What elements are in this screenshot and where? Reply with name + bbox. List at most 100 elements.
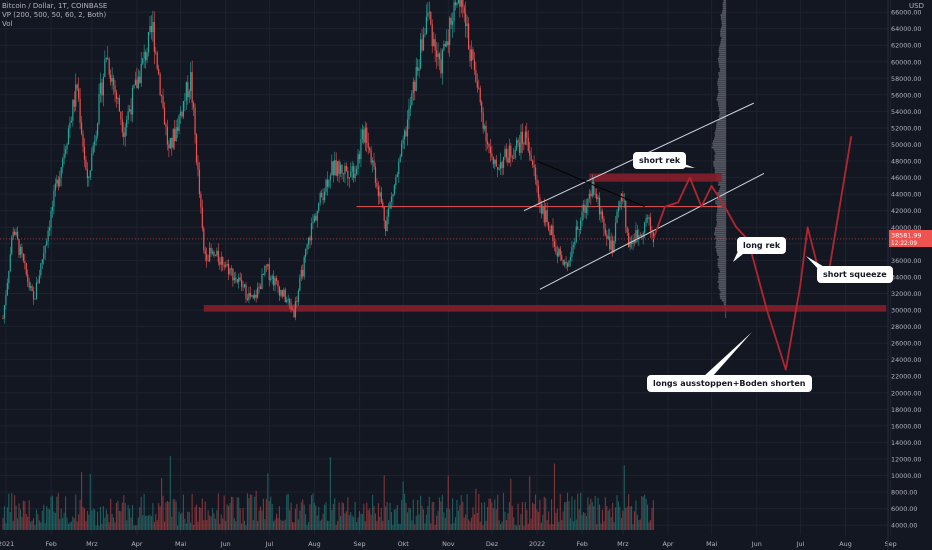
volume-profile-bar — [719, 53, 727, 56]
candle-body — [549, 230, 551, 236]
y-axis-tick-label: 10000.00 — [891, 472, 922, 480]
volume-profile-bar — [718, 278, 727, 281]
candle-body — [411, 93, 413, 106]
x-axis-tick-label: Mrz — [86, 540, 98, 548]
candle-body — [591, 181, 593, 197]
candle-body — [289, 299, 291, 303]
candle-body — [210, 247, 212, 254]
volume-profile-bar — [717, 210, 727, 213]
volume-bar — [337, 520, 339, 530]
volume-bar — [332, 503, 334, 530]
volume-bar — [69, 522, 71, 530]
annotation-longs-ausstoppen[interactable]: longs ausstoppen+Boden shorten — [647, 375, 812, 392]
candle-body — [465, 13, 467, 27]
candle-body — [246, 298, 249, 300]
candle-body — [369, 147, 371, 151]
volume-bar — [555, 512, 557, 530]
candle-body — [508, 145, 510, 163]
volume-bar — [466, 494, 468, 530]
volume-bar — [447, 475, 449, 530]
volume-profile-bar — [717, 119, 727, 122]
volume-bar — [546, 520, 548, 530]
candle-body — [408, 108, 410, 120]
volume-bar — [492, 508, 494, 530]
volume-indicator-label[interactable]: Vol — [2, 20, 13, 28]
volume-bar — [335, 524, 337, 530]
candle-body — [133, 85, 135, 88]
candle-body — [300, 269, 302, 278]
candle-body — [417, 66, 419, 71]
volume-bar — [8, 493, 10, 530]
candle-body — [482, 112, 484, 129]
current-price-badge — [889, 229, 932, 247]
volume-bar — [453, 523, 455, 530]
volume-profile-bar — [719, 111, 727, 114]
support-resistance-zone — [203, 305, 887, 312]
volume-bar — [76, 521, 78, 530]
candle-body — [14, 231, 16, 235]
volume-bar — [252, 520, 254, 530]
candle-body — [153, 22, 155, 52]
candle-body — [267, 264, 269, 267]
volume-profile-indicator-label[interactable]: VP (200, 500, 50, 60, 2, Both) — [2, 11, 107, 19]
volume-bar — [631, 506, 633, 530]
candle-body — [529, 150, 531, 156]
volume-bar — [271, 503, 273, 530]
volume-bar — [652, 500, 654, 530]
volume-bar — [191, 493, 193, 530]
candle-body — [91, 153, 93, 171]
volume-profile-bar — [719, 293, 727, 296]
volume-profile-bar — [714, 132, 727, 134]
candle-body — [30, 286, 32, 288]
volume-bar — [421, 505, 423, 530]
volume-bar — [130, 517, 132, 530]
volume-bar — [507, 513, 509, 530]
candle-body — [110, 74, 112, 82]
candle-body — [226, 263, 228, 266]
candle-body — [213, 251, 215, 256]
candle-body — [488, 144, 490, 147]
annotation-short-rek[interactable]: short rek — [633, 152, 687, 169]
candle-body — [262, 273, 265, 275]
volume-bar — [581, 514, 583, 530]
candle-body — [373, 160, 375, 168]
volume-bar — [172, 499, 174, 530]
candle-body — [193, 102, 195, 108]
candle-body — [48, 227, 51, 231]
candle-body — [121, 119, 123, 133]
volume-bar — [623, 465, 625, 530]
volume-bar — [651, 507, 653, 530]
candle-body — [568, 260, 570, 267]
candle-body — [419, 39, 422, 69]
candle-body — [264, 265, 266, 275]
y-axis-tick-label: 46000.00 — [891, 174, 922, 182]
annotation-short-squeeze[interactable]: short squeeze — [817, 266, 893, 283]
annotation-long-rek[interactable]: long rek — [737, 237, 787, 254]
candle-body — [392, 194, 394, 197]
symbol-title[interactable]: Bitcoin / Dollar, 1T, COINBASE — [2, 2, 108, 10]
volume-bar — [485, 520, 487, 530]
volume-bar — [553, 463, 555, 530]
volume-bar — [89, 473, 91, 530]
candle-body — [418, 68, 420, 71]
candle-body — [552, 225, 554, 242]
candle-body — [623, 201, 625, 202]
volume-bar — [476, 513, 478, 530]
volume-bar — [44, 523, 46, 530]
x-axis-tick-label: Jun — [751, 540, 762, 548]
candle-body — [530, 155, 532, 161]
candle-body — [486, 141, 489, 145]
candle-body — [159, 74, 161, 96]
current-price-value: 38581.99 — [891, 231, 922, 239]
candle-body — [273, 275, 275, 286]
candle-body — [633, 240, 636, 243]
candle-body — [312, 221, 314, 224]
volume-bar — [395, 509, 397, 530]
volume-profile-bar — [722, 3, 727, 6]
volume-bar — [204, 501, 206, 530]
candle-body — [514, 149, 516, 159]
candle-body — [271, 275, 273, 280]
volume-bar — [102, 506, 104, 530]
volume-bar — [207, 510, 209, 530]
